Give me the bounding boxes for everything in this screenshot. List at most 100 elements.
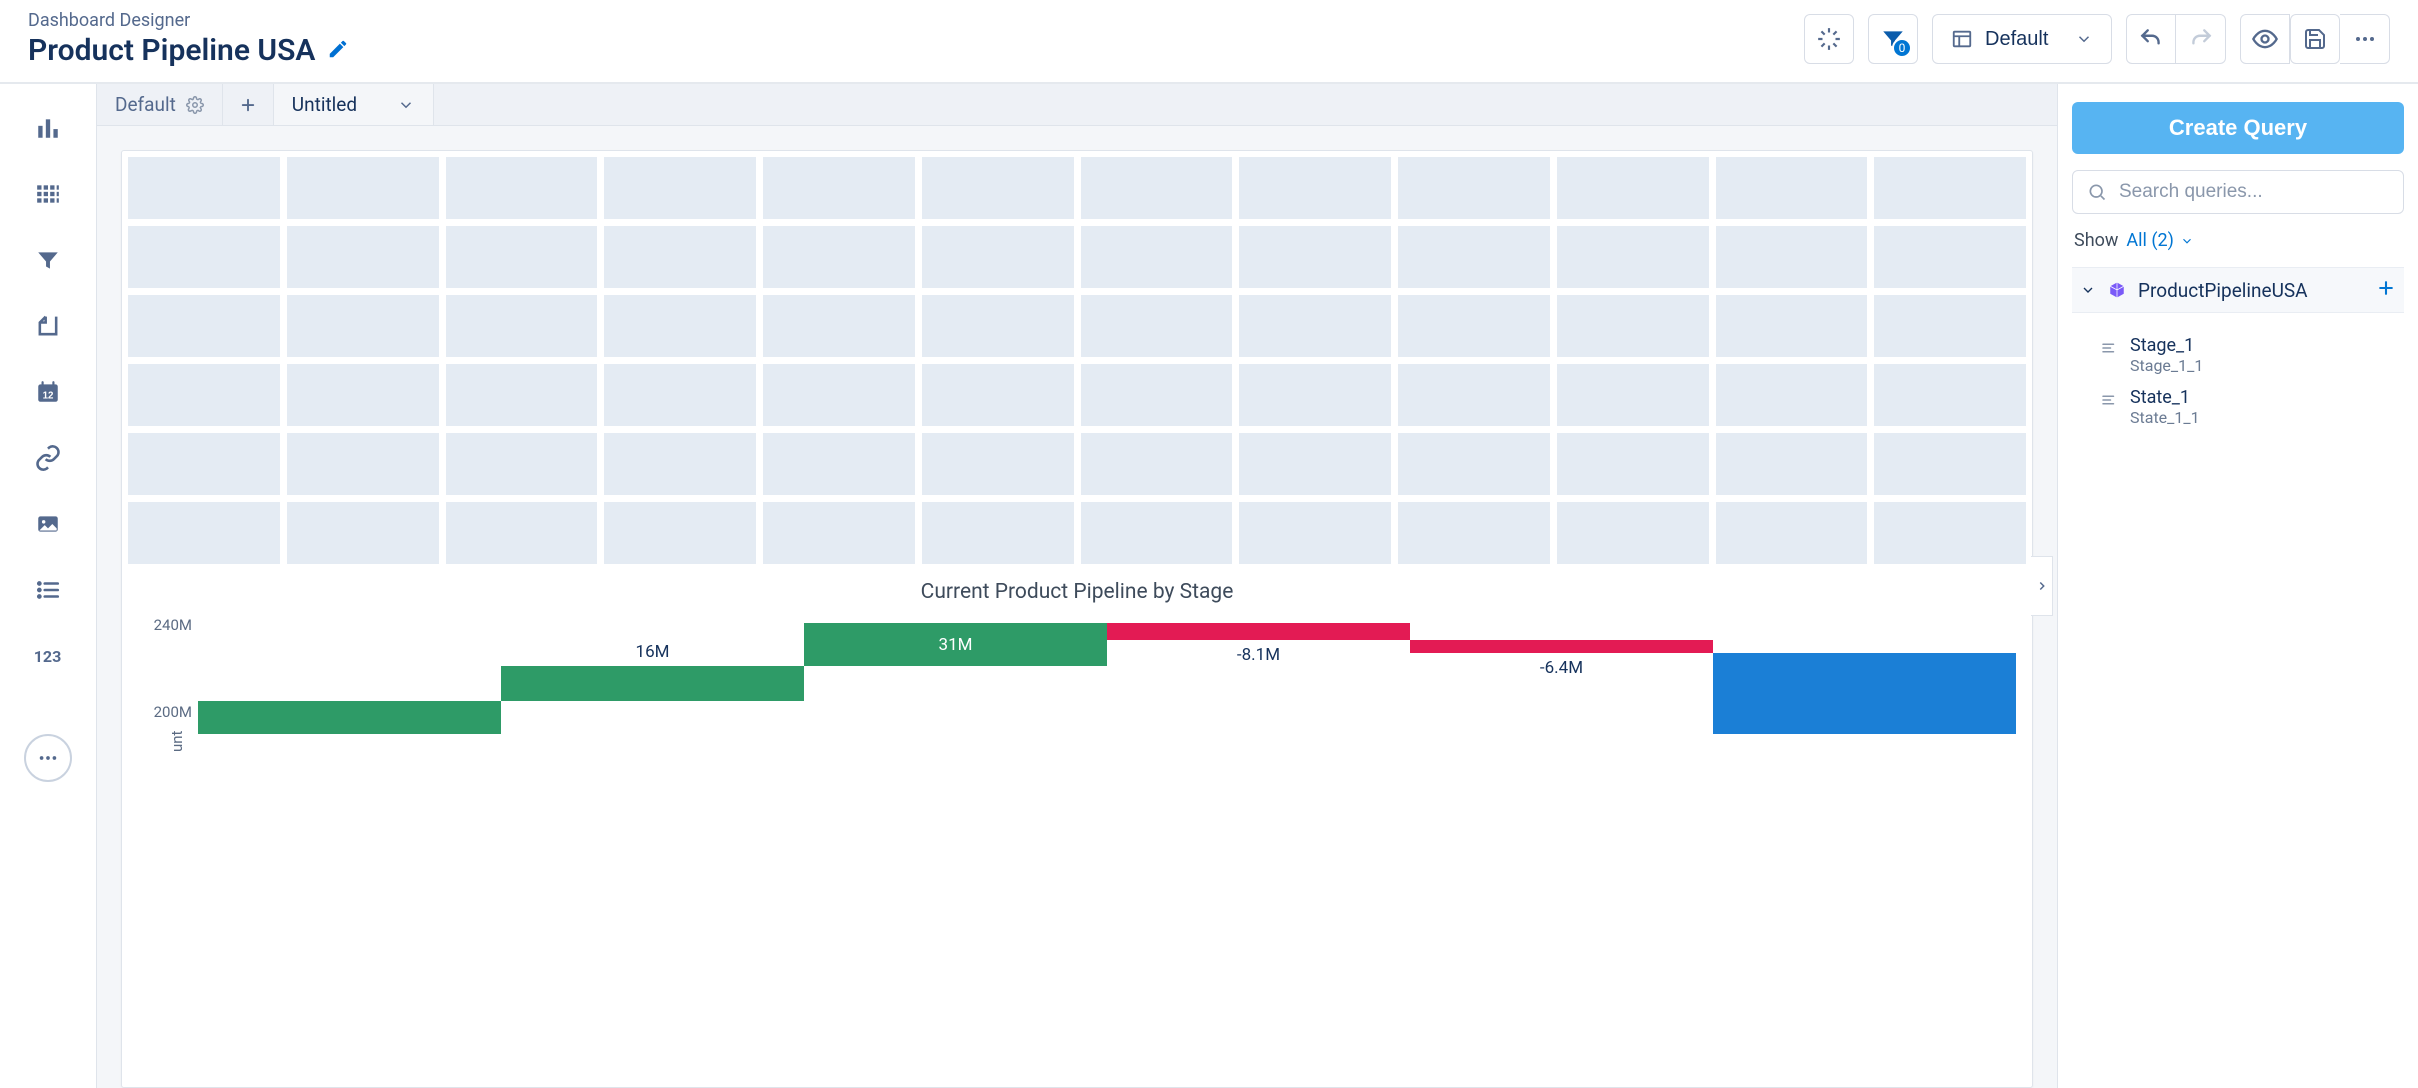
grid-cell[interactable] (128, 502, 280, 564)
breadcrumb[interactable]: Dashboard Designer (28, 10, 349, 31)
save-button[interactable] (2290, 14, 2340, 64)
grid-cell[interactable] (763, 433, 915, 495)
dataset-row[interactable]: ProductPipelineUSA (2072, 267, 2404, 313)
grid-cell[interactable] (922, 157, 1074, 219)
tab-untitled[interactable]: Untitled (274, 84, 434, 125)
grid-cell[interactable] (1081, 433, 1233, 495)
grid-cell[interactable] (287, 157, 439, 219)
grid-cell[interactable] (1557, 295, 1709, 357)
grid-cell[interactable] (287, 433, 439, 495)
grid-cell[interactable] (763, 226, 915, 288)
grid-cell[interactable] (1716, 157, 1868, 219)
grid-cell[interactable] (1716, 502, 1868, 564)
grid-cell[interactable] (1239, 502, 1391, 564)
tab-default[interactable]: Default (97, 84, 223, 125)
grid-cell[interactable] (604, 157, 756, 219)
grid-cell[interactable] (1716, 364, 1868, 426)
grid-cell[interactable] (128, 157, 280, 219)
grid-cell[interactable] (1081, 364, 1233, 426)
grid-cell[interactable] (1874, 226, 2026, 288)
grid-cell[interactable] (446, 226, 598, 288)
show-filter-link[interactable]: All (2) (2126, 230, 2194, 251)
grid-cell[interactable] (446, 157, 598, 219)
filter-button[interactable] (1868, 14, 1918, 64)
grid-cell[interactable] (1716, 295, 1868, 357)
grid-cell[interactable] (1557, 364, 1709, 426)
dashboard-canvas[interactable]: Current Product Pipeline by Stage unt 16… (121, 150, 2033, 1088)
grid-cell[interactable] (1239, 157, 1391, 219)
grid-cell[interactable] (1557, 226, 1709, 288)
grid-cell[interactable] (1716, 226, 1868, 288)
grid-cell[interactable] (446, 502, 598, 564)
grid-cell[interactable] (922, 226, 1074, 288)
grid-cell[interactable] (446, 364, 598, 426)
grid-cell[interactable] (763, 364, 915, 426)
grid-cell[interactable] (763, 502, 915, 564)
list-widget-icon[interactable] (32, 574, 64, 606)
grid-cell[interactable] (1239, 226, 1391, 288)
grid-cell[interactable] (128, 364, 280, 426)
grid-cell[interactable] (1398, 226, 1550, 288)
image-widget-icon[interactable] (32, 508, 64, 540)
table-widget-icon[interactable] (32, 178, 64, 210)
chart-widget-icon[interactable] (32, 112, 64, 144)
grid-cell[interactable] (1398, 502, 1550, 564)
grid-cell[interactable] (922, 364, 1074, 426)
more-button[interactable] (2340, 14, 2390, 64)
grid-cell[interactable] (922, 502, 1074, 564)
grid-cell[interactable] (763, 295, 915, 357)
grid-cell[interactable] (287, 364, 439, 426)
grid-cell[interactable] (1081, 226, 1233, 288)
sparkle-button[interactable] (1804, 14, 1854, 64)
grid-cell[interactable] (604, 226, 756, 288)
create-query-button[interactable]: Create Query (2072, 102, 2404, 154)
grid-cell[interactable] (1081, 502, 1233, 564)
query-item[interactable]: Stage_1Stage_1_1 (2072, 329, 2404, 381)
grid-cell[interactable] (1874, 295, 2026, 357)
grid-cell[interactable] (128, 433, 280, 495)
number-widget-icon[interactable]: 123 (32, 640, 64, 672)
grid-cell[interactable] (922, 295, 1074, 357)
link-widget-icon[interactable] (32, 442, 64, 474)
grid-cell[interactable] (1874, 502, 2026, 564)
grid-cell[interactable] (1398, 433, 1550, 495)
grid-cell[interactable] (763, 157, 915, 219)
edit-title-icon[interactable] (327, 38, 349, 64)
grid-cell[interactable] (128, 226, 280, 288)
grid-cell[interactable] (1239, 433, 1391, 495)
grid-cell[interactable] (287, 226, 439, 288)
grid-cell[interactable] (1398, 157, 1550, 219)
grid-cell[interactable] (1874, 433, 2026, 495)
rail-more-button[interactable] (24, 734, 72, 782)
layout-selector[interactable]: Default (1932, 14, 2112, 64)
grid-cell[interactable] (287, 502, 439, 564)
add-page-button[interactable] (223, 84, 274, 125)
grid-cell[interactable] (1557, 433, 1709, 495)
grid-cell[interactable] (1557, 157, 1709, 219)
chart-widget[interactable]: Current Product Pipeline by Stage unt 16… (128, 570, 2026, 1081)
container-widget-icon[interactable] (32, 310, 64, 342)
grid-cell[interactable] (604, 433, 756, 495)
grid-cell[interactable] (604, 295, 756, 357)
search-queries[interactable] (2072, 170, 2404, 214)
filter-widget-icon[interactable] (32, 244, 64, 276)
grid-cell[interactable] (1874, 364, 2026, 426)
search-input[interactable] (2119, 181, 2389, 203)
grid-cell[interactable] (1398, 364, 1550, 426)
grid-cell[interactable] (1398, 295, 1550, 357)
add-query-to-dataset-button[interactable] (2376, 278, 2396, 302)
grid-cell[interactable] (1239, 364, 1391, 426)
layout-grid[interactable] (128, 157, 2026, 564)
grid-cell[interactable] (446, 295, 598, 357)
grid-cell[interactable] (1874, 157, 2026, 219)
grid-cell[interactable] (604, 502, 756, 564)
grid-cell[interactable] (1716, 433, 1868, 495)
date-widget-icon[interactable]: 12 (32, 376, 64, 408)
expand-panel-handle[interactable] (2031, 556, 2053, 616)
query-item[interactable]: State_1State_1_1 (2072, 381, 2404, 433)
grid-cell[interactable] (1081, 157, 1233, 219)
grid-cell[interactable] (1239, 295, 1391, 357)
grid-cell[interactable] (1081, 295, 1233, 357)
redo-button[interactable] (2176, 14, 2226, 64)
grid-cell[interactable] (128, 295, 280, 357)
